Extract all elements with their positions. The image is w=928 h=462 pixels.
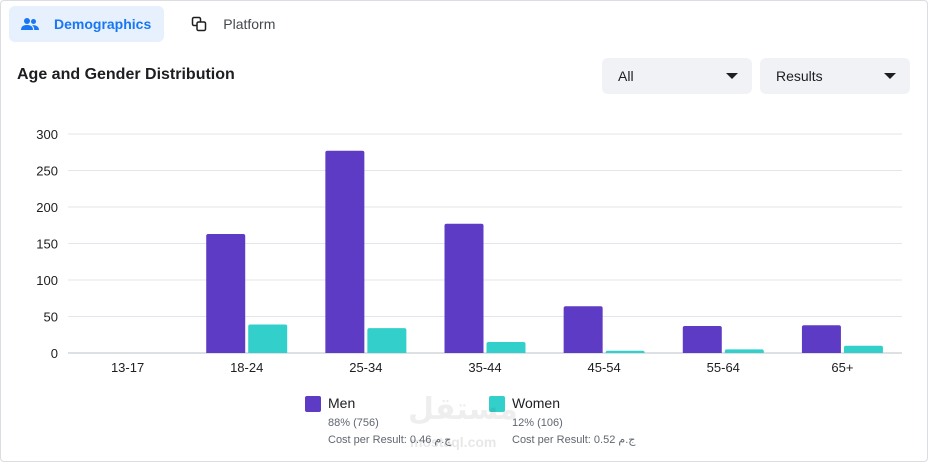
x-tick-label: 45-54 (588, 360, 621, 375)
audience-dropdown[interactable]: All (602, 58, 752, 94)
bar-women-25-34 (367, 328, 407, 353)
y-tick-label: 0 (51, 346, 58, 361)
bar-women-18-24 (248, 324, 288, 353)
bar-men-25-34 (325, 150, 365, 353)
y-tick-label: 100 (36, 273, 58, 288)
legend-cost-men: Cost per Result: 0.46 ج.م (328, 434, 452, 446)
people-icon (21, 15, 39, 33)
tab-platform[interactable]: Platform (170, 6, 288, 42)
legend-share-women: 12% (106) (512, 417, 563, 429)
caret-down-icon (726, 73, 738, 79)
audience-dropdown-value: All (618, 68, 634, 84)
legend-swatch-women (489, 396, 505, 412)
legend-swatch-men (305, 396, 321, 412)
x-tick-label: 25-34 (349, 360, 382, 375)
tab-bar: Demographics Platform (9, 6, 288, 42)
legend-share-men: 88% (756) (328, 417, 379, 429)
bar-women-65+ (843, 345, 883, 353)
bar-men-35-44 (444, 223, 484, 353)
y-tick-label: 250 (36, 164, 58, 179)
x-tick-label: 55-64 (707, 360, 740, 375)
x-tick-label: 35-44 (468, 360, 501, 375)
x-tick-label: 65+ (831, 360, 853, 375)
legend-cost-women: Cost per Result: 0.52 ج.م (512, 434, 636, 446)
x-tick-label: 18-24 (230, 360, 263, 375)
bar-men-65+ (801, 325, 841, 353)
y-tick-label: 200 (36, 200, 58, 215)
section-title: Age and Gender Distribution (17, 66, 235, 83)
y-tick-label: 50 (44, 310, 58, 325)
copy-icon (190, 15, 208, 33)
y-tick-label: 300 (36, 127, 58, 142)
bar-women-45-54 (605, 350, 645, 353)
metric-dropdown[interactable]: Results (760, 58, 910, 94)
bar-men-45-54 (563, 306, 603, 353)
age-gender-bar-chart: 0 50 100 150 200 250 300 13-17 18-24 25-34 35-44 45… (36, 127, 902, 375)
tab-demographics[interactable]: Demographics (9, 6, 165, 42)
y-tick-label: 150 (36, 237, 58, 252)
caret-down-icon (884, 73, 896, 79)
metric-dropdown-value: Results (776, 68, 823, 84)
bar-men-18-24 (206, 234, 246, 353)
tab-demographics-label: Demographics (54, 16, 152, 32)
tab-platform-label: Platform (223, 16, 276, 32)
x-tick-label: 13-17 (111, 360, 144, 375)
bar-women-35-44 (486, 342, 526, 353)
bar-men-55-64 (682, 325, 722, 353)
bar-women-55-64 (724, 349, 764, 353)
legend-label-women: Women (512, 395, 560, 411)
legend-label-men: Men (328, 395, 356, 411)
